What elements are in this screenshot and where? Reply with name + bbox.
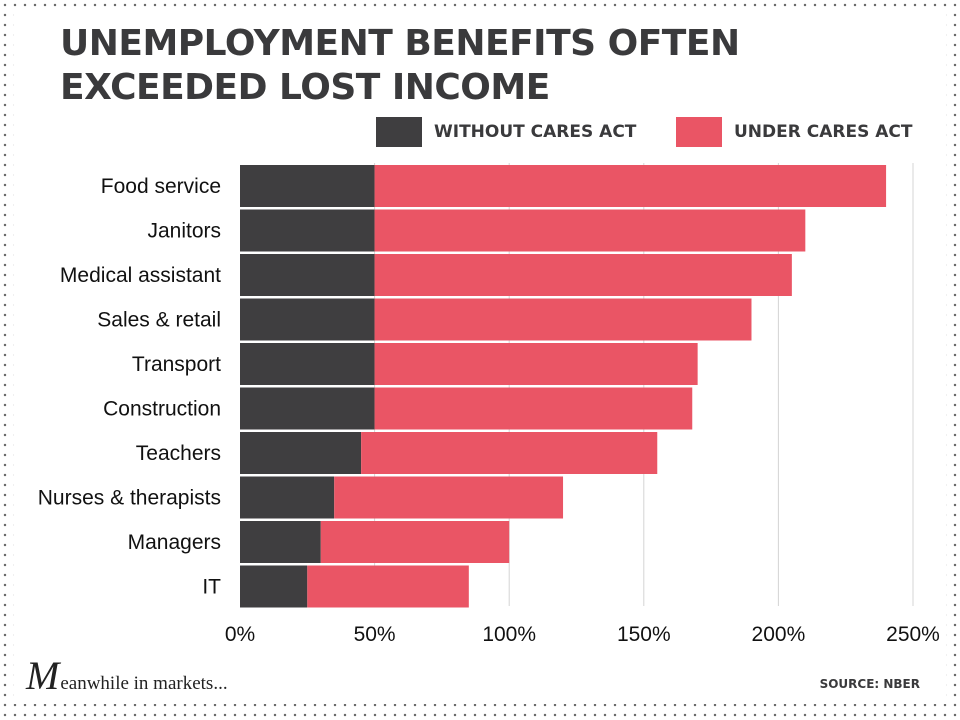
bar-without-nurses-therapists — [240, 476, 335, 519]
category-label-janitors: Janitors — [147, 220, 221, 243]
category-label-transport: Transport — [132, 353, 221, 376]
category-label-food-service: Food service — [101, 175, 221, 198]
bar-under-teachers — [361, 432, 658, 474]
bar-without-janitors — [240, 209, 375, 252]
category-label-construction: Construction — [103, 398, 221, 421]
x-tick-label: 250% — [886, 623, 940, 646]
bar-without-transport — [240, 343, 375, 385]
legend-item-without-cares-act: WITHOUT CARES ACT — [376, 117, 636, 147]
category-label-medical-assistant: Medical assistant — [60, 264, 221, 287]
category-label-teachers: Teachers — [136, 442, 221, 465]
chart-title: UNEMPLOYMENT BENEFITS OFTEN EXCEEDED LOS… — [60, 23, 740, 108]
legend-label-under: UNDER CARES ACT — [734, 122, 913, 142]
x-tick-label: 150% — [617, 623, 671, 646]
bar-under-janitors — [374, 209, 806, 252]
category-label-managers: Managers — [128, 531, 221, 554]
x-tick-label: 0% — [225, 623, 255, 646]
legend-item-under-cares-act: UNDER CARES ACT — [676, 117, 913, 147]
legend-swatch-under — [676, 117, 722, 147]
bar-under-managers — [320, 521, 510, 563]
category-label-nurses-therapists: Nurses & therapists — [38, 487, 221, 510]
source-note: SOURCE: NBER — [819, 677, 920, 691]
category-label-sales-retail: Sales & retail — [97, 309, 221, 332]
bar-without-sales-retail — [240, 298, 375, 341]
bar-under-food-service — [374, 165, 887, 207]
x-tick-label: 200% — [752, 623, 806, 646]
brand-name: eanwhile in markets... — [60, 673, 228, 694]
bar-under-medical-assistant — [374, 254, 792, 296]
bar-without-medical-assistant — [240, 254, 375, 296]
bar-without-food-service — [240, 165, 375, 207]
bar-without-it — [240, 565, 308, 608]
legend-label-without: WITHOUT CARES ACT — [434, 122, 637, 142]
bar-under-construction — [374, 387, 693, 430]
brand-logo: M eanwhile in markets... — [26, 656, 228, 696]
bar-without-teachers — [240, 432, 362, 474]
bar-without-construction — [240, 387, 375, 430]
bar-under-nurses-therapists — [334, 476, 564, 519]
brand-initial: M — [26, 653, 60, 698]
legend-swatch-without — [376, 117, 422, 147]
x-tick-label: 50% — [354, 623, 396, 646]
bar-under-transport — [374, 343, 698, 385]
bar-without-managers — [240, 521, 321, 563]
bar-under-sales-retail — [374, 298, 752, 341]
bar-under-it — [307, 565, 469, 608]
x-tick-label: 100% — [482, 623, 536, 646]
category-label-it: IT — [202, 576, 221, 599]
